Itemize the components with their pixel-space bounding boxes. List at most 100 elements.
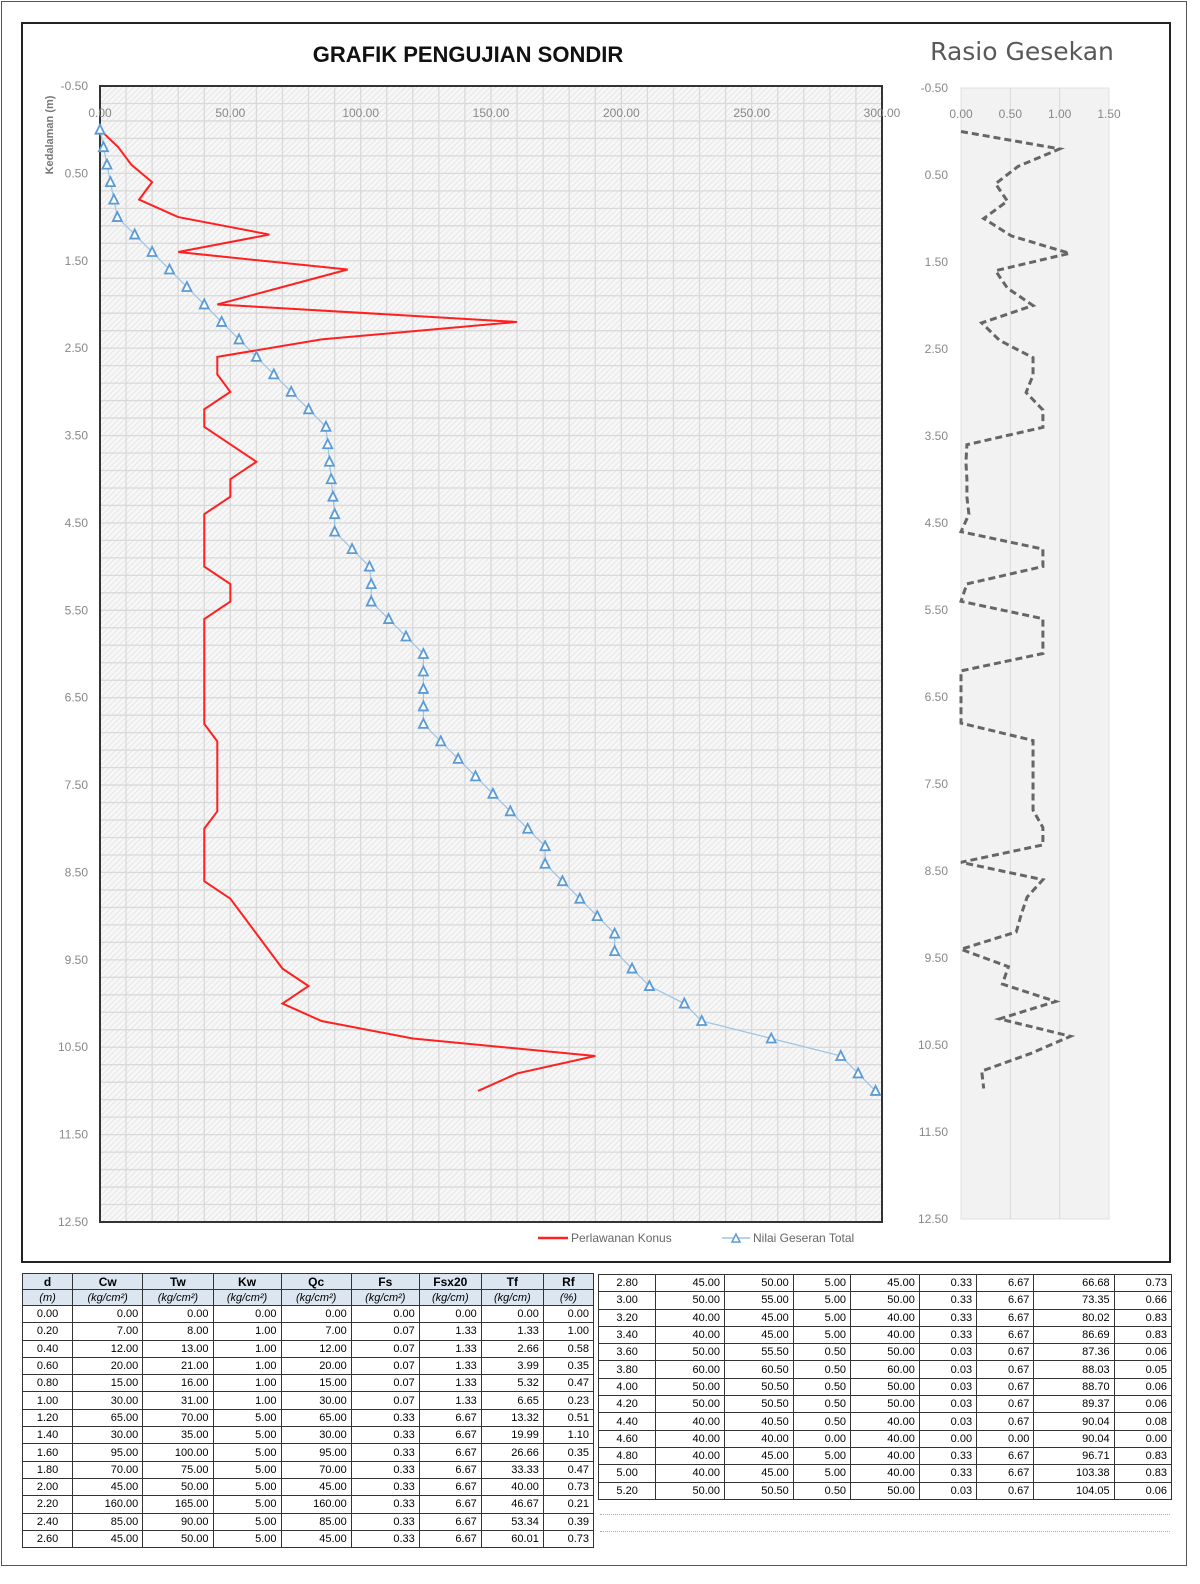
cell-tf: 89.37	[1033, 1395, 1115, 1414]
data-point-triangle	[556, 874, 569, 887]
cell-kw: 0.50	[792, 1395, 852, 1414]
cell-kw: 5.00	[792, 1464, 852, 1483]
table-row: 3.20 40.00 45.00 5.00 40.00 0.33 6.67 80.02 0.83	[597, 1308, 1173, 1327]
cell-fsx20: 6.67	[418, 1529, 482, 1549]
table-row: 4.20 50.00 50.50 0.50 50.00 0.03 0.67 89.37 0.06	[597, 1395, 1173, 1414]
data-point-triangle	[198, 297, 211, 310]
column-unit: (kg/cm²)	[72, 1289, 144, 1306]
cell-cw: 40.00	[655, 1308, 726, 1327]
cell-kw: 1.00	[212, 1356, 282, 1376]
cell-cw: 50.00	[655, 1291, 726, 1310]
cell-kw: 5.00	[792, 1291, 852, 1310]
cell-cw: 15.00	[72, 1374, 144, 1393]
cell-tw: 50.00	[142, 1529, 214, 1549]
column-unit: (kg/cm²)	[350, 1289, 420, 1306]
data-point-triangle	[94, 122, 106, 135]
cell-tf: 53.34	[480, 1512, 544, 1531]
x-tick-label: 200.00	[603, 106, 640, 120]
cell-qc: 95.00	[280, 1443, 352, 1462]
cell-fsx20: 6.67	[976, 1325, 1035, 1345]
cell-kw: 5.00	[792, 1308, 852, 1327]
data-point-triangle	[111, 210, 124, 222]
cell-rf: 0.58	[542, 1339, 595, 1358]
cell-rf: 1.10	[542, 1426, 595, 1445]
data-point-triangle	[267, 367, 280, 380]
cell-rf: 0.06	[1113, 1395, 1173, 1414]
cell-d: 4.20	[597, 1395, 657, 1414]
data-point-triangle	[608, 926, 621, 939]
cell-kw: 5.00	[212, 1426, 282, 1445]
cell-qc: 0.00	[280, 1304, 352, 1324]
y-tick-label: 3.50	[65, 429, 89, 443]
cell-d: 0.20	[21, 1322, 74, 1341]
cell-d: 3.60	[597, 1343, 657, 1362]
cell-rf: 0.35	[542, 1443, 595, 1462]
data-point-triangle	[328, 507, 341, 520]
cell-rf: 0.73	[542, 1529, 595, 1549]
cell-d: 1.20	[21, 1408, 74, 1428]
cell-qc: 70.00	[280, 1460, 352, 1479]
cell-fs: 0.07	[350, 1391, 420, 1410]
table-row: 2.60 45.00 50.00 5.00 45.00 0.33 6.67 60.01 0.73	[21, 1529, 595, 1549]
data-point-triangle	[365, 577, 378, 589]
rf-x-tick-label: 0.00	[949, 107, 973, 121]
cell-fs: 0.07	[350, 1322, 420, 1341]
cell-rf: 0.06	[1113, 1343, 1173, 1362]
cell-d: 2.00	[21, 1477, 74, 1497]
cell-fs: 0.03	[918, 1395, 978, 1414]
cell-tw: 21.00	[142, 1356, 214, 1376]
cell-fs: 0.03	[918, 1377, 978, 1397]
cell-tf: 0.00	[480, 1304, 544, 1324]
cell-d: 4.80	[597, 1446, 657, 1466]
series-line-perlawanan-konus	[99, 128, 596, 1092]
cell-cw: 40.00	[655, 1325, 726, 1345]
cell-kw: 5.00	[792, 1325, 852, 1345]
data-point-triangle	[233, 332, 245, 345]
cell-fsx20: 6.67	[976, 1291, 1035, 1310]
cell-fs: 0.07	[350, 1374, 420, 1393]
cell-kw: 5.00	[212, 1443, 282, 1462]
cell-tw: 45.00	[724, 1446, 794, 1466]
cell-cw: 50.00	[655, 1343, 726, 1362]
legend-triangle-icon	[730, 1232, 742, 1243]
cell-qc: 30.00	[280, 1426, 352, 1445]
y-tick-label: 1.50	[65, 254, 89, 268]
cell-cw: 40.00	[655, 1464, 726, 1483]
cell-d: 3.00	[597, 1291, 657, 1310]
cell-fs: 0.33	[350, 1408, 420, 1428]
column-header-d: d	[21, 1273, 74, 1290]
rf-y-tick-label: 9.50	[925, 951, 949, 965]
cell-qc: 50.00	[850, 1343, 920, 1362]
rf-y-tick-label: 1.50	[925, 255, 949, 269]
data-table-right: 2.80 45.00 50.00 5.00 45.00 0.33 6.67 66.68 0.73…	[597, 1273, 1173, 1500]
data-point-triangle	[417, 646, 430, 659]
cell-fs: 0.33	[918, 1464, 978, 1483]
cell-cw: 60.00	[655, 1360, 726, 1379]
rf-chart: 0.00 0.50 1.00 1.50 -0.50 0.50 1.50 2.50 3.50 4.5…	[918, 81, 1121, 1226]
cell-cw: 0.00	[72, 1304, 144, 1324]
chart-title: GRAFIK PENGUJIAN SONDIR	[313, 42, 624, 67]
y-tick-label: 4.50	[65, 516, 89, 530]
cell-fsx20: 1.33	[418, 1339, 482, 1358]
cell-qc: 160.00	[280, 1495, 352, 1514]
cell-rf: 0.47	[542, 1460, 595, 1479]
cell-tf: 87.36	[1033, 1343, 1115, 1362]
data-point-triangle	[765, 1031, 778, 1044]
column-unit: (kg/cm²)	[142, 1289, 214, 1306]
cell-cw: 20.00	[72, 1356, 144, 1376]
cell-rf: 0.83	[1113, 1446, 1173, 1466]
cell-qc: 50.00	[850, 1377, 920, 1397]
cell-d: 0.80	[21, 1374, 74, 1393]
rf-y-tick-label: 4.50	[925, 516, 949, 530]
cell-rf: 0.51	[542, 1408, 595, 1428]
cell-tw: 31.00	[142, 1391, 214, 1410]
cell-qc: 30.00	[280, 1391, 352, 1410]
plot-border	[99, 85, 883, 1223]
cell-fsx20: 6.67	[418, 1495, 482, 1514]
cell-cw: 40.00	[655, 1446, 726, 1466]
cell-tw: 35.00	[142, 1426, 214, 1445]
data-point-triangle	[320, 419, 332, 432]
cell-rf: 1.00	[542, 1322, 595, 1341]
rf-chart-title: Rasio Gesekan	[930, 37, 1114, 66]
chart-frame	[21, 22, 1171, 1263]
